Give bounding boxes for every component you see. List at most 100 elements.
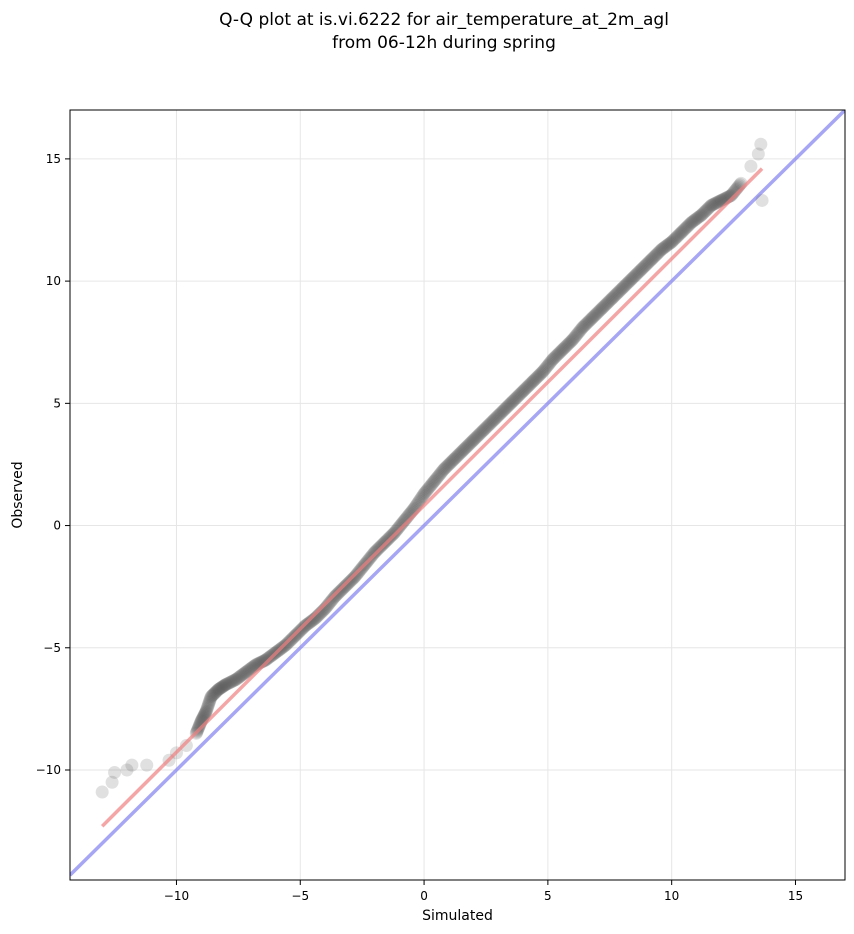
- quantile-point-fill-42-9: [505, 395, 519, 409]
- quantile-point-fill-24-3: [321, 598, 335, 612]
- quantile-point-fill-43-1: [507, 393, 521, 407]
- quantile-point-fill-51-7: [592, 304, 606, 318]
- quantile-point-fill-53-4: [609, 287, 623, 301]
- quantile-point-fill-37-8: [455, 445, 469, 459]
- quantile-point-fill-35-8: [435, 465, 449, 479]
- quantile-point-fill-62-7: [701, 201, 715, 215]
- quantile-points: [95, 137, 769, 799]
- quantile-point-fill-10-6: [197, 708, 211, 722]
- quantile-point-fill-12-7: [209, 685, 223, 699]
- quantile-point-fill-15-9: [238, 666, 252, 680]
- quantile-point-fill-44-9: [525, 375, 539, 389]
- quantile-point-fill-45-5: [531, 369, 545, 383]
- quantile-point-fill-49-4: [570, 328, 584, 342]
- chart-title-line-2: from 06-12h during spring: [332, 33, 556, 53]
- quantile-point-fill-61-6: [690, 211, 704, 225]
- x-axis-ticks: −10 −5 0 5 10 15: [164, 880, 803, 903]
- quantile-point-fill-61-9: [693, 209, 707, 223]
- quantile-point-fill-46-3: [539, 361, 553, 375]
- quantile-point-fill-42-3: [499, 401, 513, 415]
- quantile-point-fill-38-2: [459, 441, 473, 455]
- quantile-point-fill-13-6: [216, 679, 230, 693]
- quantile-point-fill-54-2: [617, 279, 631, 293]
- quantile-point-fill-63-5: [709, 196, 723, 210]
- quantile-point-fill-14-6: [225, 675, 239, 689]
- quantile-point-fill-44-1: [517, 383, 531, 397]
- quantile-point-fill-12-4: [207, 687, 221, 701]
- quantile-point-fill-57-8: [653, 244, 667, 258]
- quantile-point-fill-57-6: [651, 246, 665, 260]
- identity-line-group: [70, 110, 845, 877]
- quantile-point-fill-41-2: [488, 411, 502, 425]
- quantile-point-2: [108, 765, 122, 779]
- quantile-point-fill-49-9: [575, 322, 589, 336]
- quantile-point-fill-9-6: [192, 719, 206, 733]
- quantile-point-fill-59-1: [666, 234, 680, 248]
- quantile-point-fill-45-7: [533, 367, 547, 381]
- quantile-point-fill-63-6: [710, 195, 724, 209]
- quantile-point-fill-34-5: [422, 481, 436, 495]
- quantile-point-fill-41-3: [489, 411, 503, 425]
- quantile-point-fill-49-1: [567, 332, 581, 346]
- quantile-point-fill-22-7: [305, 614, 319, 628]
- quantile-point-fill-39-8: [475, 425, 489, 439]
- quantile-point-fill-16-4: [243, 662, 257, 676]
- quantile-point-fill-43-9: [515, 385, 529, 399]
- quantile-point-fill-33-9: [416, 488, 430, 502]
- chart-title-line-1: Q-Q plot at is.vi.6222 for air_temperatu…: [219, 10, 669, 30]
- quantile-point-fill-59-2: [667, 233, 681, 247]
- quantile-point-fill-38-3: [460, 440, 474, 454]
- quantile-point-fill-24-7: [325, 593, 339, 607]
- quantile-point-fill-24-8: [326, 592, 340, 606]
- quantile-point-fill-12-5: [208, 686, 222, 700]
- quantile-point-fill-31-2: [389, 523, 403, 537]
- quantile-point-fill-52-8: [603, 293, 617, 307]
- quantile-point-fill-51-8: [593, 303, 607, 317]
- quantile-point-fill-42-2: [498, 402, 512, 416]
- quantile-point-49: [566, 333, 580, 347]
- quantile-point-fill-33-5: [412, 494, 426, 508]
- quantile-point-fill-40-6: [482, 417, 496, 431]
- quantile-point-4: [125, 758, 139, 772]
- quantile-point-fill-51-3: [588, 308, 602, 322]
- quantile-point-fill-43-5: [511, 389, 525, 403]
- quantile-point-fill-61-7: [691, 210, 705, 224]
- quantile-point-fill-60-5: [680, 220, 694, 234]
- quantile-point-fill-42-1: [497, 403, 511, 417]
- quantile-point-fill-40-7: [483, 416, 497, 430]
- quantile-point-fill-13-2: [213, 681, 227, 695]
- quantile-point-fill-31-4: [391, 521, 405, 535]
- quantile-point-fill-38-5: [462, 438, 476, 452]
- quantile-point-52: [595, 301, 609, 315]
- quantile-point-fill-13-5: [215, 680, 229, 694]
- quantile-point-fill-48-6: [562, 337, 576, 351]
- quantile-point-fill-34-7: [424, 478, 438, 492]
- quantile-point-fill-37-6: [453, 447, 467, 461]
- quantile-point-fill-38-7: [464, 436, 478, 450]
- quantile-point-fill-52-9: [604, 292, 618, 306]
- quantile-point-12: [204, 690, 218, 704]
- quantile-point-fill-52-7: [602, 294, 616, 308]
- quantile-point-fill-40-9: [485, 414, 499, 428]
- quantile-point-fill-41-1: [487, 412, 501, 426]
- quantile-point-35: [427, 475, 441, 489]
- quantile-point-fill-45-6: [532, 368, 546, 382]
- quantile-point-fill-38-8: [465, 435, 479, 449]
- quantile-point-fill-51-1: [586, 310, 600, 324]
- quantile-point-67: [744, 159, 758, 173]
- quantile-point-55: [625, 272, 639, 286]
- quantile-point-fill-39-9: [476, 424, 490, 438]
- quantile-point-fill-11-6: [202, 696, 216, 710]
- quantile-point-fill-44-2: [518, 382, 532, 396]
- quantile-point-fill-17-9: [258, 653, 272, 667]
- quantile-point-fill-60-4: [679, 221, 693, 235]
- quantile-point-48: [556, 343, 570, 357]
- quantile-point-fill-13-1: [212, 682, 226, 696]
- quantile-point-fill-48-8: [564, 335, 578, 349]
- quantile-point-fill-35-2: [429, 472, 443, 486]
- quantile-point-fill-49-6: [572, 325, 586, 339]
- quantile-point-fill-62-2: [696, 206, 710, 220]
- quantile-point-fill-59-7: [672, 228, 686, 242]
- quantile-point-fill-47-7: [553, 345, 567, 359]
- quantile-point-fill-59-5: [670, 230, 684, 244]
